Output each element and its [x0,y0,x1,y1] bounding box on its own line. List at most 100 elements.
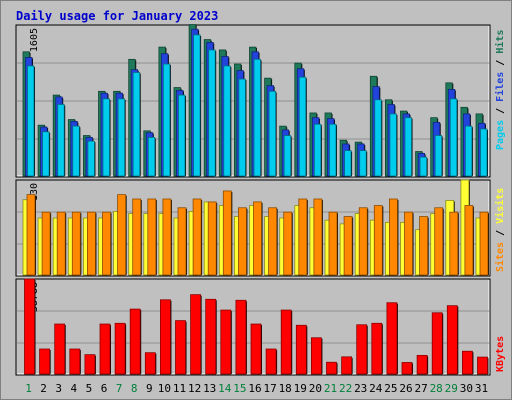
legend-sep-1: / [495,102,506,120]
x-tick-label: 29 [445,382,458,395]
bar-sites [26,194,36,276]
bar-kbytes [144,352,156,375]
legend-sep-2: / [495,54,506,72]
bar-pages [253,58,261,177]
x-tick-label: 16 [248,382,261,395]
bar-pages [193,34,201,177]
bar-pages [117,98,125,177]
bars-middle [22,179,489,276]
bar-sites [87,211,96,276]
x-tick-label: 13 [203,382,216,395]
legend-bottom: KBytes [495,336,506,372]
bar-pages [162,63,171,177]
bar-kbytes [356,324,368,375]
bar-kbytes [129,308,141,375]
legend-pages: Pages [495,120,506,150]
legend-top: Pages / Files / Hits [494,30,506,150]
bar-pages [283,135,292,177]
x-tick-label: 3 [55,382,62,395]
bar-kbytes [159,299,171,375]
bar-kbytes [250,323,262,375]
legend-files: Files [494,72,506,102]
bar-pages [298,76,307,177]
bar-pages [147,137,156,177]
x-tick-label: 12 [188,382,201,395]
x-tick-label: 31 [475,382,488,395]
bar-kbytes [341,356,353,375]
bar-sites [71,211,81,276]
top-ymax-label: 1605 [29,28,40,52]
bar-pages [223,65,231,177]
bar-kbytes [235,299,247,375]
bar-kbytes [175,320,186,375]
bar-kbytes [431,312,443,375]
bar-kbytes [69,348,81,375]
bar-pages [389,113,397,177]
bar-pages [238,78,246,177]
legend-sep-3: / [495,224,506,242]
bar-kbytes [114,322,126,375]
bar-pages [132,72,141,177]
x-tick-label: 5 [86,382,93,395]
bar-pages [329,123,337,177]
bar-pages [464,125,473,177]
bar-pages [359,150,367,177]
x-tick-label: 1 [25,382,32,395]
bar-sites [147,198,157,276]
bar-kbytes [416,354,428,375]
bar-kbytes [310,337,322,375]
bar-kbytes [477,356,488,375]
bars-top [22,24,488,177]
x-tick-label: 7 [116,382,123,395]
bar-kbytes [24,278,35,375]
bar-kbytes [326,361,337,375]
bar-pages [374,99,382,177]
x-tick-label: 28 [430,382,443,395]
legend-middle: Sites / Visits [494,188,506,272]
bar-sites [313,198,323,276]
x-tick-label: 4 [70,382,77,395]
x-tick-label: 2 [40,382,47,395]
bar-pages [87,140,95,177]
x-tick-label: 23 [354,382,367,395]
bar-sites [283,211,293,276]
x-tick-label: 8 [131,382,138,395]
bar-kbytes [39,348,50,375]
x-tick-label: 19 [294,382,307,395]
bar-kbytes [280,309,292,375]
x-tick-label: 11 [173,382,186,395]
x-tick-label: 22 [339,382,352,395]
bar-pages [434,135,443,177]
bar-sites [479,211,489,276]
x-tick-label: 17 [263,382,276,395]
bar-kbytes [461,350,473,375]
bar-sites [132,198,142,276]
bar-sites [373,205,383,276]
bar-pages [208,49,216,177]
bar-sites [343,216,353,276]
x-tick-label: 9 [146,382,153,395]
bar-sites [41,211,51,276]
bar-pages [449,98,458,177]
bar-pages [480,128,488,177]
legend-hits: Hits [494,30,506,54]
bar-pages [178,94,186,177]
legend-visits: Visits [494,188,506,224]
x-axis-labels: 1 2 3 4 5 6 7 8 9 10 11 12 13 14 15 16 17 18 19 20 21 22 23 24 2… [25,382,488,395]
bar-kbytes [265,348,277,375]
bars-bottom [24,278,489,375]
bar-sites [268,207,278,276]
bar-sites [192,198,202,276]
bar-pages [268,90,277,177]
x-tick-label: 27 [414,382,427,395]
bar-kbytes [386,302,398,375]
bar-sites [358,207,368,276]
bar-pages [313,123,322,177]
x-tick-label: 21 [324,382,337,395]
bar-sites [207,201,217,276]
bar-pages [27,65,35,177]
bar-sites [464,205,474,276]
bar-sites [102,211,111,276]
bar-sites [162,198,172,276]
